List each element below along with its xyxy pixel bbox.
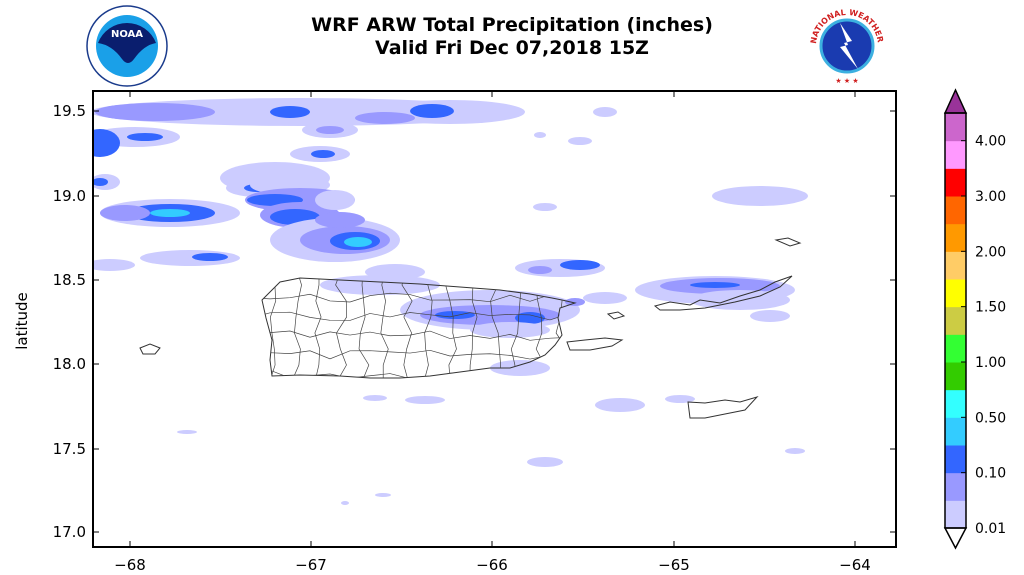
precip-contour (311, 150, 335, 158)
y-tick-label: 18.0 (53, 355, 86, 373)
colorbar-segment (945, 472, 966, 501)
colorbar-tick-label: 0.50 (975, 410, 1006, 426)
culebra-outline (606, 311, 626, 320)
precip-contour (315, 212, 365, 228)
colorbar-over-arrow (943, 88, 968, 114)
puerto-rico-outline (261, 277, 577, 379)
plot-frame (92, 90, 897, 548)
precip-contour (490, 360, 550, 376)
colorbar-segment (945, 140, 966, 169)
colorbar: 0.01 0.10 0.50 1.00 1.50 2.00 3.00 4.00 (943, 88, 1006, 550)
x-tick-label: −64 (839, 556, 871, 574)
precip-contour (750, 310, 790, 322)
precip-contour (528, 266, 552, 274)
precip-contour (192, 253, 228, 261)
colorbar-tick-label: 4.00 (975, 134, 1006, 150)
precip-contour (270, 106, 310, 118)
precip-contour (593, 107, 617, 117)
precip-contour (470, 322, 550, 338)
colorbar-tick-label: 0.10 (975, 466, 1006, 482)
precip-contour (565, 298, 585, 306)
colorbar-tick-label: 2.00 (975, 244, 1006, 260)
chart-subtitle: Valid Fri Dec 07,2018 15Z (375, 37, 649, 59)
precipitation-field (93, 98, 808, 505)
colorbar-segment (945, 417, 966, 446)
chart-title: WRF ARW Total Precipitation (inches) (311, 14, 713, 36)
st-croix-outline (687, 396, 759, 419)
precip-contour (785, 448, 805, 454)
precip-contour (690, 290, 790, 310)
precip-contour (375, 493, 391, 497)
colorbar-segment (945, 389, 966, 418)
y-tick-label: 19.5 (53, 102, 86, 120)
precip-contour (533, 203, 557, 211)
mona-outline (139, 343, 161, 355)
colorbar-tick-label: 1.50 (975, 300, 1006, 316)
precip-contour (177, 430, 197, 434)
svg-text:★ ★ ★: ★ ★ ★ (835, 77, 858, 85)
colorbar-frame (944, 112, 967, 529)
x-tick-label: −66 (476, 556, 508, 574)
precip-contour (363, 395, 387, 401)
colorbar-tick-label: 0.01 (975, 521, 1006, 537)
colorbar-segment (945, 196, 966, 225)
colorbar-segment (945, 306, 966, 335)
precip-contour (93, 129, 120, 157)
y-tick-label: 17.5 (53, 440, 86, 458)
precip-contour (435, 311, 475, 319)
precip-contour (93, 259, 135, 271)
precip-contour (560, 260, 600, 270)
precip-contour (316, 126, 344, 134)
precip-contour (93, 178, 108, 186)
anegada-outline (774, 237, 802, 247)
colorbar-segment (945, 223, 966, 252)
precip-contour (150, 209, 190, 217)
precip-contour (527, 457, 563, 467)
precip-contour (665, 395, 695, 403)
precip-contour (534, 132, 546, 138)
colorbar-segment (945, 362, 966, 391)
y-tick-label: 19.0 (53, 187, 86, 205)
noaa-logo-text: NOAA (111, 29, 143, 40)
precip-contour (127, 133, 163, 141)
colorbar-segment (945, 500, 966, 529)
colorbar-segment (945, 168, 966, 197)
vieques-outline (566, 337, 624, 351)
colorbar-segment (945, 113, 966, 142)
precip-contour (95, 103, 215, 121)
precip-contour (410, 104, 454, 118)
colorbar-segment (945, 251, 966, 280)
precip-contour (568, 137, 592, 145)
colorbar-segment (945, 334, 966, 363)
colorbar-under-arrow (943, 527, 968, 550)
x-tick-label: −68 (114, 556, 146, 574)
colorbar-tick-label: 3.00 (975, 189, 1006, 205)
precip-contour (100, 205, 150, 221)
precip-contour (355, 112, 415, 124)
precip-contour (315, 190, 355, 210)
x-tick-label: −65 (658, 556, 690, 574)
precip-contour (320, 275, 440, 295)
nws-logo: NATIONAL WEATHER SERVICE ★ ★ ★ (806, 5, 885, 85)
colorbar-segment (945, 279, 966, 308)
precip-contour (712, 186, 808, 206)
precip-contour (405, 396, 445, 404)
y-axis: 19.5 19.0 18.5 18.0 17.5 17.0 (53, 102, 896, 541)
x-axis: −68 −67 −66 −65 −64 (114, 91, 871, 574)
y-tick-label: 17.0 (53, 523, 86, 541)
precip-contour (344, 237, 372, 247)
noaa-logo: NOAA (86, 5, 168, 87)
virgin-islands-outline (653, 275, 793, 311)
x-tick-label: −67 (295, 556, 327, 574)
precip-contour (341, 501, 349, 505)
colorbar-segment (945, 445, 966, 474)
colorbar-tick-label: 1.00 (975, 355, 1006, 371)
precip-contour (690, 282, 740, 288)
y-tick-label: 18.5 (53, 271, 86, 289)
precip-contour (583, 292, 627, 304)
precip-contour (595, 398, 645, 412)
